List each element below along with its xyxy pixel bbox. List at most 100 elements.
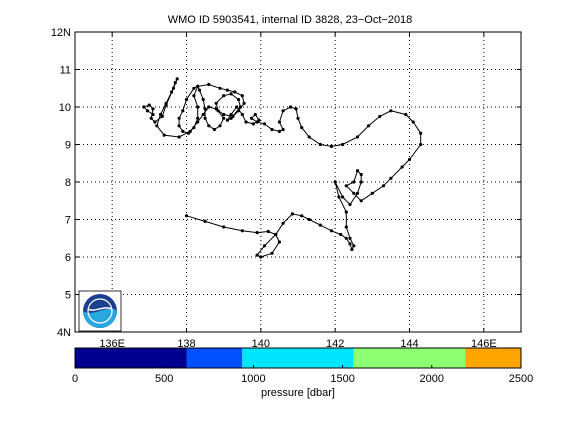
y-tick-label: 12N xyxy=(51,27,71,39)
trajectory-point xyxy=(259,255,263,259)
trajectory-point xyxy=(225,118,229,122)
x-tick-label: 146E xyxy=(471,338,497,350)
trajectory-point xyxy=(142,105,146,109)
trajectory-point xyxy=(266,229,270,234)
trajectory-point xyxy=(290,212,294,216)
trajectory-point xyxy=(240,94,244,98)
trajectory-point xyxy=(203,116,207,120)
trajectory-point xyxy=(341,142,345,147)
trajectory-point xyxy=(270,251,274,255)
y-tick-label: 11 xyxy=(60,65,71,77)
colorbar-tick-label: 1000 xyxy=(241,373,265,385)
y-tick-label: 6 xyxy=(65,252,71,264)
trajectory-point xyxy=(231,114,235,118)
trajectory-point xyxy=(207,124,211,128)
trajectory-point xyxy=(300,126,304,130)
trajectory-point xyxy=(337,195,341,199)
trajectory-point xyxy=(222,94,226,98)
trajectory-point xyxy=(251,122,255,126)
trajectory-point xyxy=(203,107,207,111)
trajectory-point xyxy=(339,232,343,237)
trajectory-point xyxy=(181,129,185,133)
chart-title: WMO ID 5903541, internal ID 3828, 23−Oct… xyxy=(168,14,413,26)
trajectory-point xyxy=(153,120,157,124)
trajectory-point xyxy=(294,107,298,111)
trajectory-point xyxy=(175,77,179,81)
trajectory-point xyxy=(222,225,226,229)
colorbar-segment xyxy=(465,348,521,368)
colorbar-segment xyxy=(186,348,243,368)
trajectory-point xyxy=(181,109,185,113)
trajectory-point xyxy=(162,133,166,137)
trajectory-point xyxy=(171,86,176,90)
trajectory-point xyxy=(184,97,189,102)
trajectory-point xyxy=(300,214,304,218)
trajectory-point xyxy=(344,236,348,240)
trajectory-point xyxy=(352,191,356,195)
colorbar-tick-label: 1500 xyxy=(330,373,354,385)
trajectory-point xyxy=(255,253,259,257)
trajectory-point xyxy=(225,88,229,92)
colorbar-tick-label: 0 xyxy=(72,373,78,385)
trajectory-point xyxy=(235,105,239,109)
trajectory-point xyxy=(389,176,393,180)
trajectory-point xyxy=(344,210,348,214)
trajectory-point xyxy=(262,244,267,248)
trajectory-point xyxy=(355,191,360,195)
trajectory-point xyxy=(196,105,200,109)
trajectory-point xyxy=(277,129,281,133)
trajectory-point xyxy=(348,236,352,240)
trajectory-point xyxy=(203,219,207,223)
trajectory-point xyxy=(188,129,192,133)
y-tick-label: 7 xyxy=(65,215,71,227)
trajectory-point xyxy=(184,214,189,218)
trajectory-point xyxy=(289,105,293,109)
colorbar-label: pressure [dbar] xyxy=(261,387,335,399)
trajectory-point xyxy=(196,116,200,120)
trajectory-markers xyxy=(142,77,423,259)
colorbar-segment xyxy=(75,348,187,368)
trajectory-point xyxy=(400,165,404,169)
x-tick-label: 144 xyxy=(400,338,418,350)
trajectory-point xyxy=(307,135,311,139)
trajectory-point xyxy=(160,114,164,118)
x-tick-label: 140 xyxy=(252,338,270,350)
x-tick-label: 142 xyxy=(326,338,344,350)
trajectory-point xyxy=(218,124,222,128)
x-axis: 136E 138 140 142 144 146E xyxy=(99,32,497,350)
trajectory-point xyxy=(257,118,261,122)
trajectory-point xyxy=(359,199,363,203)
trajectory-point xyxy=(355,169,360,173)
float-trajectory-line xyxy=(142,78,422,258)
trajectory-point xyxy=(270,127,274,132)
colorbar-tick-label: 2500 xyxy=(509,373,533,385)
colorbar-ticks: 0 500 1000 1500 2000 2500 xyxy=(72,365,533,385)
plot-area xyxy=(74,31,522,333)
trajectory-point xyxy=(240,112,244,117)
trajectory-point xyxy=(238,105,242,109)
trajectory-point xyxy=(201,112,205,117)
trajectory-point xyxy=(296,116,300,120)
trajectory-point xyxy=(145,109,150,113)
trajectory-point xyxy=(207,105,211,109)
trajectory-point xyxy=(177,124,181,128)
trajectory-point xyxy=(404,112,408,117)
trajectory-point xyxy=(244,120,248,124)
trajectory-point xyxy=(177,135,181,139)
trajectory-point xyxy=(381,184,386,188)
trajectory-point xyxy=(173,81,177,85)
trajectory-point xyxy=(411,120,415,124)
y-tick-label: 10 xyxy=(59,102,71,114)
trajectory-point xyxy=(281,221,285,225)
trajectory-point xyxy=(281,109,285,113)
trajectory-point xyxy=(207,82,211,87)
trajectory-point xyxy=(277,240,281,244)
trajectory-point xyxy=(262,122,267,126)
trajectory-point xyxy=(318,223,322,227)
trajectory-point xyxy=(419,131,423,135)
trajectory-point xyxy=(350,247,354,252)
trajectory-point xyxy=(352,180,356,184)
trajectory-point xyxy=(307,217,311,222)
trajectory-point xyxy=(233,90,237,94)
